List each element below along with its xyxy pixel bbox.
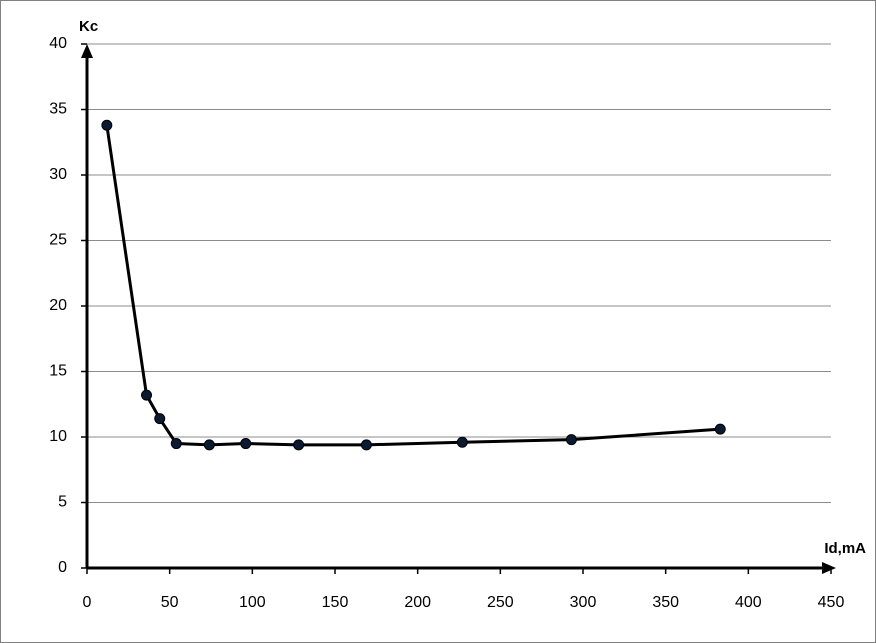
y-tick-label: 35 — [49, 101, 67, 118]
y-tick-label: 25 — [49, 232, 67, 249]
y-tick-label: 20 — [49, 297, 67, 314]
marker — [203, 439, 215, 451]
marker — [240, 438, 252, 450]
y-tick-label: 0 — [58, 559, 67, 576]
x-axis-title: Id,mA — [824, 540, 866, 557]
y-axis-title: Kc — [79, 18, 98, 35]
marker — [293, 439, 305, 451]
x-axis-arrow — [822, 562, 836, 574]
y-tick-label: 40 — [49, 35, 67, 52]
marker — [154, 413, 166, 425]
marker — [141, 389, 153, 401]
x-tick-label: 0 — [83, 594, 92, 611]
y-tick-label: 5 — [58, 494, 67, 511]
marks — [101, 119, 726, 451]
marker — [360, 439, 372, 451]
x-tick-label: 400 — [735, 594, 762, 611]
grid — [81, 43, 832, 574]
x-tick-label: 450 — [818, 594, 845, 611]
y-tick-label: 10 — [49, 428, 67, 445]
x-tick-label: 200 — [404, 594, 431, 611]
marker — [565, 434, 577, 446]
marker — [714, 423, 726, 435]
x-tick-label: 250 — [487, 594, 514, 611]
x-tick-label: 50 — [161, 594, 179, 611]
marker — [170, 438, 182, 450]
marker — [456, 436, 468, 448]
x-tick-label: 150 — [322, 594, 349, 611]
y-axis-arrow — [81, 44, 93, 58]
x-tick-label: 350 — [652, 594, 679, 611]
x-tick-label: 300 — [570, 594, 597, 611]
marker — [101, 119, 113, 131]
y-tick-label: 30 — [49, 166, 67, 183]
y-tick-label: 15 — [49, 363, 67, 380]
x-tick-label: 100 — [239, 594, 266, 611]
